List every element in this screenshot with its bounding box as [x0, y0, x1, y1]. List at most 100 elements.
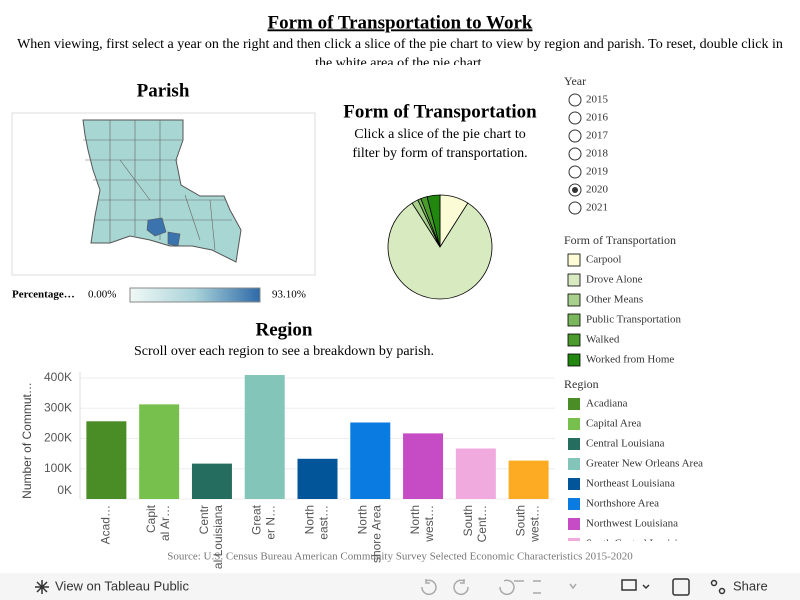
- year-option[interactable]: 2017: [586, 130, 609, 142]
- year-radio[interactable]: [568, 147, 582, 161]
- y-tick-label: 0K: [57, 483, 72, 497]
- x-tick-label: Northwest…: [408, 505, 436, 543]
- year-radio[interactable]: [568, 129, 582, 143]
- bar[interactable]: [244, 375, 285, 499]
- fullscreen-button[interactable]: [672, 578, 690, 596]
- legend-swatch[interactable]: [568, 518, 580, 530]
- year-radio[interactable]: [568, 93, 582, 107]
- map-legend-max: 93.10%: [272, 289, 306, 301]
- map-title: Parish: [137, 80, 190, 101]
- share-icon: [718, 587, 726, 595]
- x-tick-label: Southwest…: [514, 505, 542, 543]
- map-legend-ramp: [129, 287, 261, 303]
- bar-title: Region: [256, 319, 313, 340]
- legend-label[interactable]: Carpool: [586, 254, 621, 266]
- legend-swatch[interactable]: [567, 273, 581, 287]
- pie-slice[interactable]: [426, 194, 441, 248]
- y-tick-label: 300K: [44, 400, 72, 414]
- y-axis-title: Number of Commut…: [20, 382, 34, 499]
- legend-swatch[interactable]: [567, 313, 581, 327]
- parish-borders: [83, 120, 232, 251]
- transport-legend-title: Form of Transportation: [564, 233, 676, 247]
- bar[interactable]: [86, 421, 127, 499]
- year-option[interactable]: 2016: [586, 112, 609, 124]
- legend-swatch[interactable]: [567, 253, 581, 267]
- revert-button[interactable]: [499, 579, 541, 596]
- legend-swatch[interactable]: [568, 458, 580, 470]
- year-option[interactable]: 2021: [586, 202, 608, 214]
- legend-swatch[interactable]: [567, 293, 581, 307]
- legend-label[interactable]: Northshore Area: [586, 498, 659, 510]
- legend-label[interactable]: Central Louisiana: [586, 438, 665, 450]
- legend-label[interactable]: Northwest Louisiana: [586, 518, 678, 530]
- map-legend-min: 0.00%: [88, 289, 116, 301]
- legend-swatch[interactable]: [567, 333, 581, 347]
- legend-label[interactable]: Capital Area: [586, 418, 641, 430]
- year-radio[interactable]: [568, 111, 582, 125]
- year-option[interactable]: 2018: [586, 148, 609, 160]
- map-legend-title: Percentage…: [12, 289, 75, 301]
- legend-swatch[interactable]: [568, 498, 580, 510]
- x-tick-label: Capital Ar…: [144, 504, 172, 541]
- toolbar: [0, 573, 800, 600]
- legend-swatch[interactable]: [568, 438, 580, 450]
- view-on-tableau-button[interactable]: View on Tableau Public: [35, 578, 189, 594]
- bar[interactable]: [350, 422, 391, 499]
- page-title: Form of Transportation to Work: [268, 12, 533, 33]
- parish-highlight[interactable]: [146, 217, 167, 237]
- legend-swatch[interactable]: [568, 418, 580, 430]
- x-tick-label: SouthCent…: [461, 505, 489, 542]
- region-legend: Acadiana Capital Area Central Louisiana Gre…: [568, 398, 703, 550]
- x-tick-label: Northshore Area: [355, 505, 383, 563]
- pie-slice[interactable]: [387, 202, 493, 300]
- bar-subtitle: Scroll over each region to see a breakdo…: [134, 344, 434, 359]
- state-shape[interactable]: [82, 119, 242, 263]
- view-label[interactable]: View on Tableau Public: [55, 578, 189, 593]
- year-option[interactable]: 2015: [586, 94, 609, 106]
- legend-label[interactable]: Other Means: [586, 294, 643, 306]
- legend-label[interactable]: Northeast Louisiana: [586, 478, 675, 490]
- louisiana-map[interactable]: [82, 119, 242, 263]
- undo-button[interactable]: [421, 579, 437, 596]
- download-button[interactable]: [621, 579, 637, 591]
- tableau-icon: [35, 580, 49, 594]
- pie-subtitle: Click a slice of the pie chart to filter…: [352, 127, 528, 161]
- year-radio[interactable]: [568, 165, 582, 179]
- year-option[interactable]: 2019: [586, 166, 609, 178]
- year-radio[interactable]: [568, 201, 582, 215]
- region-legend-title: Region: [564, 377, 599, 391]
- x-tick-label: Greater N…: [250, 504, 278, 539]
- year-option[interactable]: 2020: [586, 184, 609, 196]
- legend-label[interactable]: Drove Alone: [586, 274, 643, 286]
- bar[interactable]: [508, 460, 549, 499]
- legend-label[interactable]: Greater New Orleans Area: [586, 458, 703, 470]
- y-tick-label: 200K: [44, 431, 72, 445]
- y-tick-label: 100K: [44, 461, 72, 475]
- legend-label[interactable]: Public Transportation: [586, 314, 682, 326]
- y-tick-label: 400K: [44, 370, 72, 384]
- legend-label[interactable]: Worked from Home: [586, 354, 674, 366]
- bar[interactable]: [297, 458, 338, 499]
- share-icon: [710, 579, 718, 587]
- x-tick-label: Acad…: [99, 505, 113, 544]
- legend-swatch[interactable]: [568, 398, 580, 410]
- page-subtitle: When viewing, first select a year on the…: [17, 37, 783, 65]
- pause-button[interactable]: [569, 583, 577, 590]
- legend-label[interactable]: Walked: [586, 334, 620, 346]
- bar[interactable]: [191, 463, 232, 499]
- bar[interactable]: [455, 448, 496, 499]
- legend-swatch[interactable]: [567, 353, 581, 367]
- download-menu[interactable]: [642, 584, 650, 590]
- redo-button[interactable]: [453, 579, 469, 596]
- legend-swatch[interactable]: [568, 478, 580, 490]
- share-button[interactable]: Share: [733, 578, 768, 593]
- legend-label[interactable]: Acadiana: [586, 398, 628, 410]
- parish-highlight[interactable]: [167, 231, 181, 247]
- legend-swatch[interactable]: [568, 538, 580, 550]
- bar[interactable]: [139, 404, 180, 499]
- x-tick-label: Northeast…: [303, 505, 331, 540]
- bar[interactable]: [403, 433, 444, 499]
- legend-label[interactable]: South Central Louisiana: [586, 538, 693, 550]
- pie-title: Form of Transportation: [343, 101, 537, 122]
